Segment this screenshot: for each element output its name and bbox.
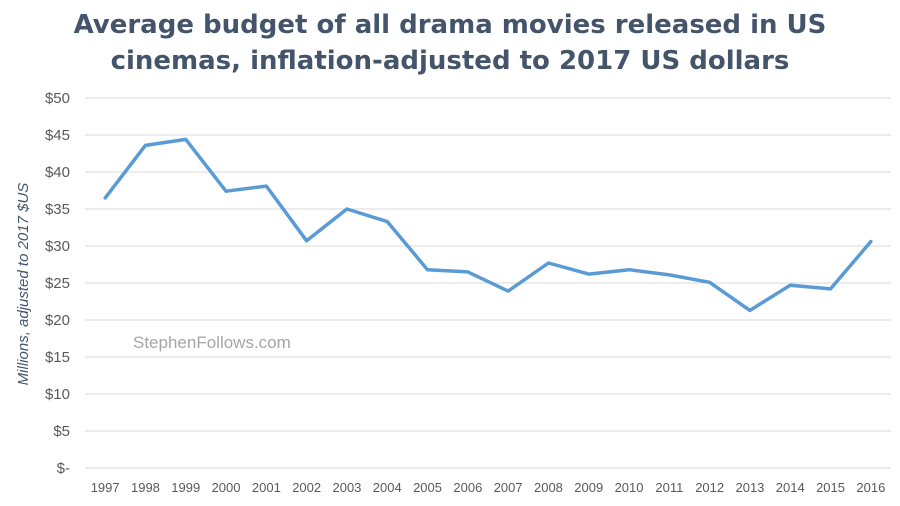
data-point: [305, 239, 308, 242]
x-tick-label: 2008: [534, 480, 563, 495]
data-point: [345, 208, 348, 211]
x-tick-labels: 1997 1998 1999 2000 2001 2002 2003 2004 2005 2006…: [91, 480, 886, 495]
y-tick-label: $50: [45, 90, 70, 107]
chart: Average budget of all drama movies relea…: [0, 0, 900, 506]
data-point: [547, 262, 550, 265]
data-point: [225, 190, 228, 193]
y-tick-label: $10: [45, 386, 70, 403]
data-point: [265, 185, 268, 188]
x-tick-label: 2012: [695, 480, 724, 495]
x-tick-label: 2010: [615, 480, 644, 495]
x-tick-label: 2014: [776, 480, 805, 495]
data-point: [829, 287, 832, 290]
data-point: [426, 268, 429, 271]
watermark: StephenFollows.com: [133, 333, 291, 352]
x-tick-label: 1997: [91, 480, 120, 495]
data-point: [668, 273, 671, 276]
y-tick-label: $40: [45, 164, 70, 181]
series-layer: [104, 138, 873, 312]
chart-svg: Average budget of all drama movies relea…: [0, 0, 900, 506]
data-point: [869, 240, 872, 243]
data-point: [748, 309, 751, 312]
x-tick-label: 2004: [373, 480, 402, 495]
y-tick-label: $5: [53, 423, 70, 440]
x-tick-label: 2015: [816, 480, 845, 495]
y-tick-label: $35: [45, 201, 70, 218]
series-line: [105, 139, 871, 310]
x-tick-label: 2016: [856, 480, 885, 495]
data-point: [789, 284, 792, 287]
data-point: [386, 220, 389, 223]
x-tick-label: 2006: [453, 480, 482, 495]
data-point: [466, 270, 469, 273]
data-point: [144, 144, 147, 147]
x-tick-label: 2005: [413, 480, 442, 495]
x-tick-label: 2001: [252, 480, 281, 495]
y-tick-label: $-: [57, 460, 70, 477]
data-point: [104, 196, 107, 199]
x-tick-label: 2003: [332, 480, 361, 495]
y-tick-label: $15: [45, 349, 70, 366]
chart-title-line-1: Average budget of all drama movies relea…: [74, 10, 827, 40]
data-point: [628, 268, 631, 271]
x-tick-label: 2002: [292, 480, 321, 495]
chart-title-line-2: cinemas, inflation-adjusted to 2017 US d…: [111, 46, 790, 76]
x-tick-label: 2007: [494, 480, 523, 495]
x-tick-label: 2013: [735, 480, 764, 495]
y-tick-label: $25: [45, 275, 70, 292]
y-tick-label: $20: [45, 312, 70, 329]
x-tick-label: 1998: [131, 480, 160, 495]
y-tick-label: $30: [45, 238, 70, 255]
x-tick-label: 2011: [655, 480, 683, 495]
x-tick-label: 2000: [212, 480, 241, 495]
y-axis-label: Millions, adjusted to 2017 $US: [15, 183, 32, 386]
data-point: [184, 138, 187, 141]
y-tick-label: $45: [45, 127, 70, 144]
data-point: [507, 290, 510, 293]
y-tick-labels: $- $5 $10 $15 $20 $25 $30 $35 $40 $45 $50: [45, 90, 70, 477]
data-point: [708, 281, 711, 284]
data-point: [587, 273, 590, 276]
x-tick-label: 1999: [171, 480, 200, 495]
x-tick-label: 2009: [574, 480, 603, 495]
